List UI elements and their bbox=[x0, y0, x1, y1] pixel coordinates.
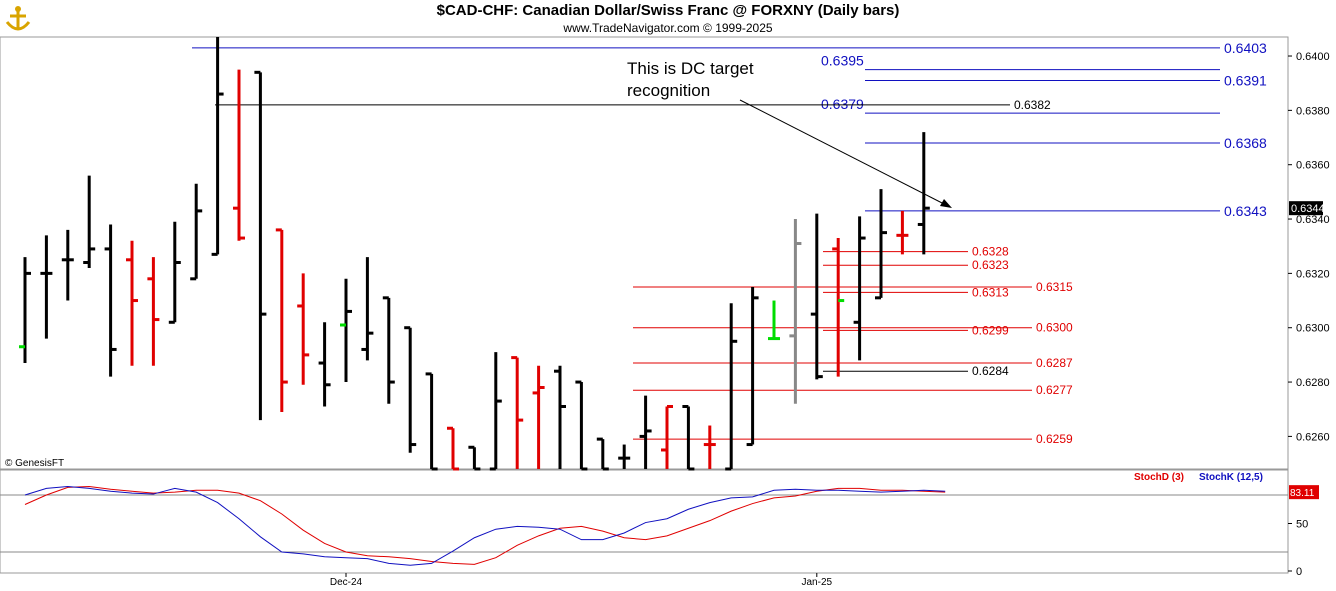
stoch-last-badge bbox=[1289, 485, 1319, 500]
legend-stochd: StochD (3) bbox=[1134, 472, 1184, 483]
price-axis-label: 0.6400 bbox=[1296, 51, 1330, 63]
price-axis-label: 0.6280 bbox=[1296, 377, 1330, 389]
stoch-axis-label: 0 bbox=[1296, 566, 1302, 578]
price-axis-label: 0.6380 bbox=[1296, 105, 1330, 117]
stoch-axis-label: 50 bbox=[1296, 519, 1308, 531]
level-label-black: 0.6382 bbox=[1014, 98, 1051, 112]
stoch-line bbox=[24, 485, 946, 566]
stoch-last-label: 83.11 bbox=[1290, 488, 1315, 499]
price-axis-label: 0.6260 bbox=[1296, 431, 1330, 443]
level-label-red: 0.6328 bbox=[972, 245, 1009, 259]
time-axis-label: Dec-24 bbox=[330, 577, 363, 588]
level-label-blue: 0.6391 bbox=[1224, 72, 1267, 88]
stoch-line bbox=[24, 485, 946, 565]
chart-title: $CAD-CHF: Canadian Dollar/Swiss Franc @ … bbox=[436, 2, 900, 19]
price-axis: 0.6260 0.6280 0.6300 0.6320 0.6340 0.6360 0.63… bbox=[1288, 51, 1330, 443]
price-axis-label: 0.6360 bbox=[1296, 160, 1330, 172]
level-label-red: 0.6315 bbox=[1036, 280, 1073, 294]
price-bars bbox=[19, 37, 930, 471]
copyright-label: © GenesisFT bbox=[5, 458, 65, 469]
trade-navigator-logo-icon bbox=[2, 2, 34, 34]
level-label-red: 0.6287 bbox=[1036, 356, 1073, 370]
level-label-red: 0.6323 bbox=[972, 258, 1009, 272]
current-price-badge bbox=[1289, 201, 1323, 216]
level-label-blue: 0.6403 bbox=[1224, 40, 1267, 56]
stoch-panel-frame bbox=[0, 469, 1289, 574]
level-label-blue: 0.6395 bbox=[821, 53, 864, 69]
legend-stochk: StochK (12,5) bbox=[1199, 472, 1263, 483]
chart-subtitle: www.TradeNavigator.com © 1999-2025 bbox=[563, 21, 773, 35]
level-label-blue: 0.6368 bbox=[1224, 135, 1267, 151]
time-axis-label: Jan-25 bbox=[802, 577, 833, 588]
price-reference-lines: 0.6403 0.6395 0.6391 0.6379 0.6368 0.6343 0.63… bbox=[192, 40, 1267, 446]
price-axis-label: 0.6300 bbox=[1296, 323, 1330, 335]
annotation-arrow bbox=[739, 99, 952, 208]
annotation-line-2: recognition bbox=[627, 81, 711, 100]
annotation-line-1: This is DC target bbox=[627, 59, 754, 78]
level-label-red: 0.6277 bbox=[1036, 383, 1073, 397]
current-price-label: 0.6344 bbox=[1291, 203, 1325, 215]
level-label-red: 0.6299 bbox=[972, 323, 1009, 337]
level-label-blue: 0.6343 bbox=[1224, 203, 1267, 219]
level-label-red: 0.6259 bbox=[1036, 432, 1073, 446]
level-label-red: 0.6313 bbox=[972, 285, 1009, 299]
price-axis-label: 0.6320 bbox=[1296, 268, 1330, 280]
level-label-blue: 0.6379 bbox=[821, 96, 864, 112]
level-label-black: 0.6284 bbox=[972, 364, 1009, 378]
price-axis-label: 0.6340 bbox=[1296, 214, 1330, 226]
time-axis: Dec-24 Jan-25 bbox=[330, 573, 833, 588]
stochastic-panel: 0 50 83.11 bbox=[0, 485, 1319, 578]
level-label-red: 0.6300 bbox=[1036, 321, 1073, 335]
annotation-note: This is DC target recognition bbox=[627, 58, 827, 102]
